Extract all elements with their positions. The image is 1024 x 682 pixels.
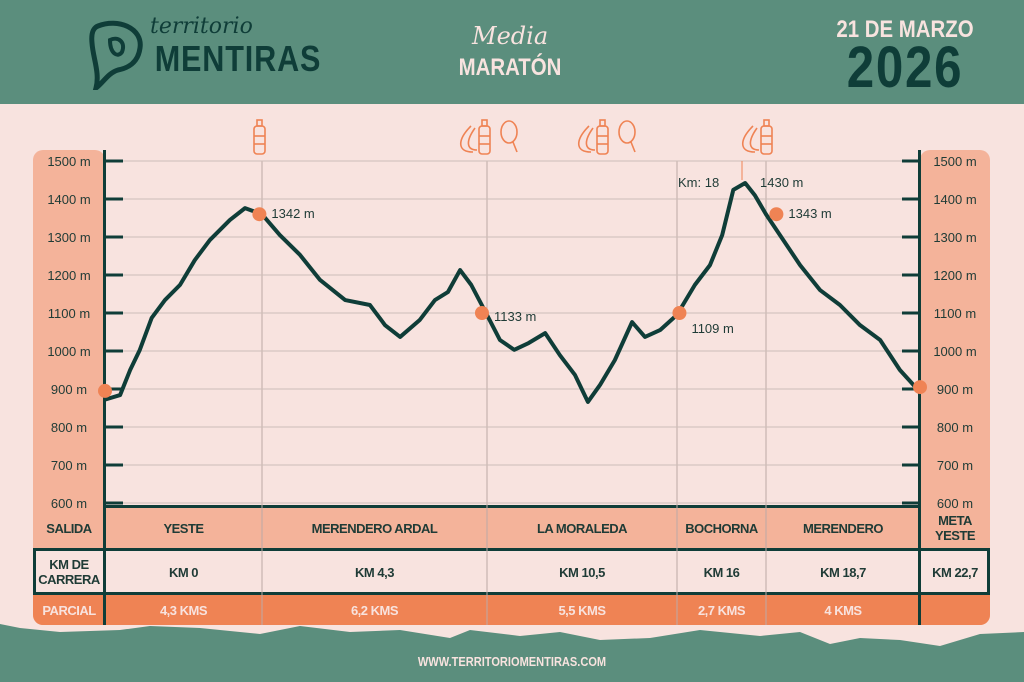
y-tick-label-left: 600 m	[51, 496, 87, 511]
mountain-footer	[0, 624, 1024, 682]
station-km: KM 10,5	[559, 564, 605, 580]
drumstick-icon	[500, 120, 518, 153]
bottle-icon	[596, 119, 609, 155]
y-tick-label-left: 1100 m	[48, 306, 90, 321]
row-label-partial: PARCIAL	[42, 602, 96, 618]
peak-elev-label: 1430 m	[760, 175, 803, 190]
station-name: SALIDA	[46, 520, 92, 536]
station-name: LA MORALEDA	[536, 520, 628, 536]
y-tick-label-right: 1000 m	[933, 344, 976, 359]
elevation-profile-line	[104, 181, 920, 404]
y-tick-label-right: 1200 m	[933, 268, 976, 283]
event-date: 21 DE MARZO	[836, 16, 974, 43]
partial-distance: 4 KMS	[824, 602, 862, 618]
station-name: YESTE	[163, 520, 204, 536]
elevation-marker	[672, 306, 687, 320]
station-km: KM 18,7	[820, 564, 866, 580]
station-km: KM 22,7	[932, 564, 978, 580]
elevation-label: 1343 m	[788, 206, 831, 221]
elevation-label: 1109 m	[691, 321, 733, 336]
event-year: 2026	[846, 35, 964, 100]
station-km: KM 0	[168, 564, 199, 580]
y-tick-label-right: 1100 m	[934, 306, 976, 321]
y-tick-label-left: 800 m	[51, 420, 87, 435]
event-title: MARATÓN	[458, 54, 562, 81]
elevation-label: 1342 m	[271, 206, 314, 221]
y-tick-label-left: 1000 m	[47, 344, 90, 359]
elevation-marker	[913, 380, 927, 395]
y-tick-label-left: 900 m	[51, 382, 87, 397]
elevation-marker	[474, 306, 489, 320]
y-tick-label-right: 700 m	[937, 458, 973, 473]
y-tick-label-left: 1200 m	[47, 268, 90, 283]
bottle-icon	[478, 119, 491, 155]
stations-row-bg	[105, 508, 920, 548]
bottle-icon	[253, 119, 266, 155]
elevation-marker	[769, 207, 784, 222]
partial-distance: 6,2 KMS	[350, 602, 399, 618]
right-axis-panel	[920, 150, 990, 625]
bottle-icon	[760, 119, 773, 155]
y-tick-label-right: 1400 m	[933, 192, 976, 207]
station-km: KM 4,3	[355, 564, 394, 580]
station-name: META YESTE	[934, 513, 976, 543]
y-tick-label-right: 600 m	[937, 496, 973, 511]
banana-icon	[741, 125, 760, 153]
row-label-km: KM DE CARRERA	[38, 557, 100, 587]
logo-icon	[89, 20, 143, 90]
partial-distance: 4,3 KMS	[159, 602, 208, 618]
y-tick-label-left: 1300 m	[47, 230, 90, 245]
station-name: MERENDERO	[802, 520, 884, 536]
event-script: Media	[472, 22, 549, 50]
banana-icon	[459, 125, 478, 153]
partial-distance: 2,7 KMS	[697, 602, 746, 618]
y-tick-label-right: 900 m	[937, 382, 973, 397]
station-name: BOCHORNA	[685, 520, 758, 536]
logo-big-text: MENTIRAS	[154, 38, 322, 79]
station-km: KM 16	[703, 564, 740, 580]
elevation-label: 1133 m	[494, 309, 536, 324]
y-tick-label-left: 1400 m	[47, 192, 90, 207]
partial-row-bg	[105, 595, 920, 625]
banana-icon	[577, 125, 596, 153]
y-tick-label-right: 1300 m	[933, 230, 976, 245]
drumstick-icon	[618, 120, 636, 153]
left-axis-panel	[33, 150, 105, 625]
station-name: MERENDERO ARDAL	[311, 520, 438, 536]
y-tick-label-left: 1500 m	[47, 154, 90, 169]
footer-url[interactable]: WWW.TERRITORIOMENTIRAS.COM	[417, 654, 607, 669]
km-row	[33, 548, 990, 595]
partial-distance: 5,5 KMS	[558, 602, 606, 618]
peak-km-label: Km: 18	[678, 175, 719, 190]
y-tick-label-right: 1500 m	[933, 154, 976, 169]
elevation-marker	[98, 383, 112, 398]
y-tick-label-left: 700 m	[51, 458, 87, 473]
logo-small-text: territorio	[150, 14, 253, 39]
elevation-marker	[252, 207, 267, 222]
y-tick-label-right: 800 m	[937, 420, 973, 435]
header: territorio MENTIRAS Media MARATÓN 21 DE …	[0, 0, 1024, 104]
